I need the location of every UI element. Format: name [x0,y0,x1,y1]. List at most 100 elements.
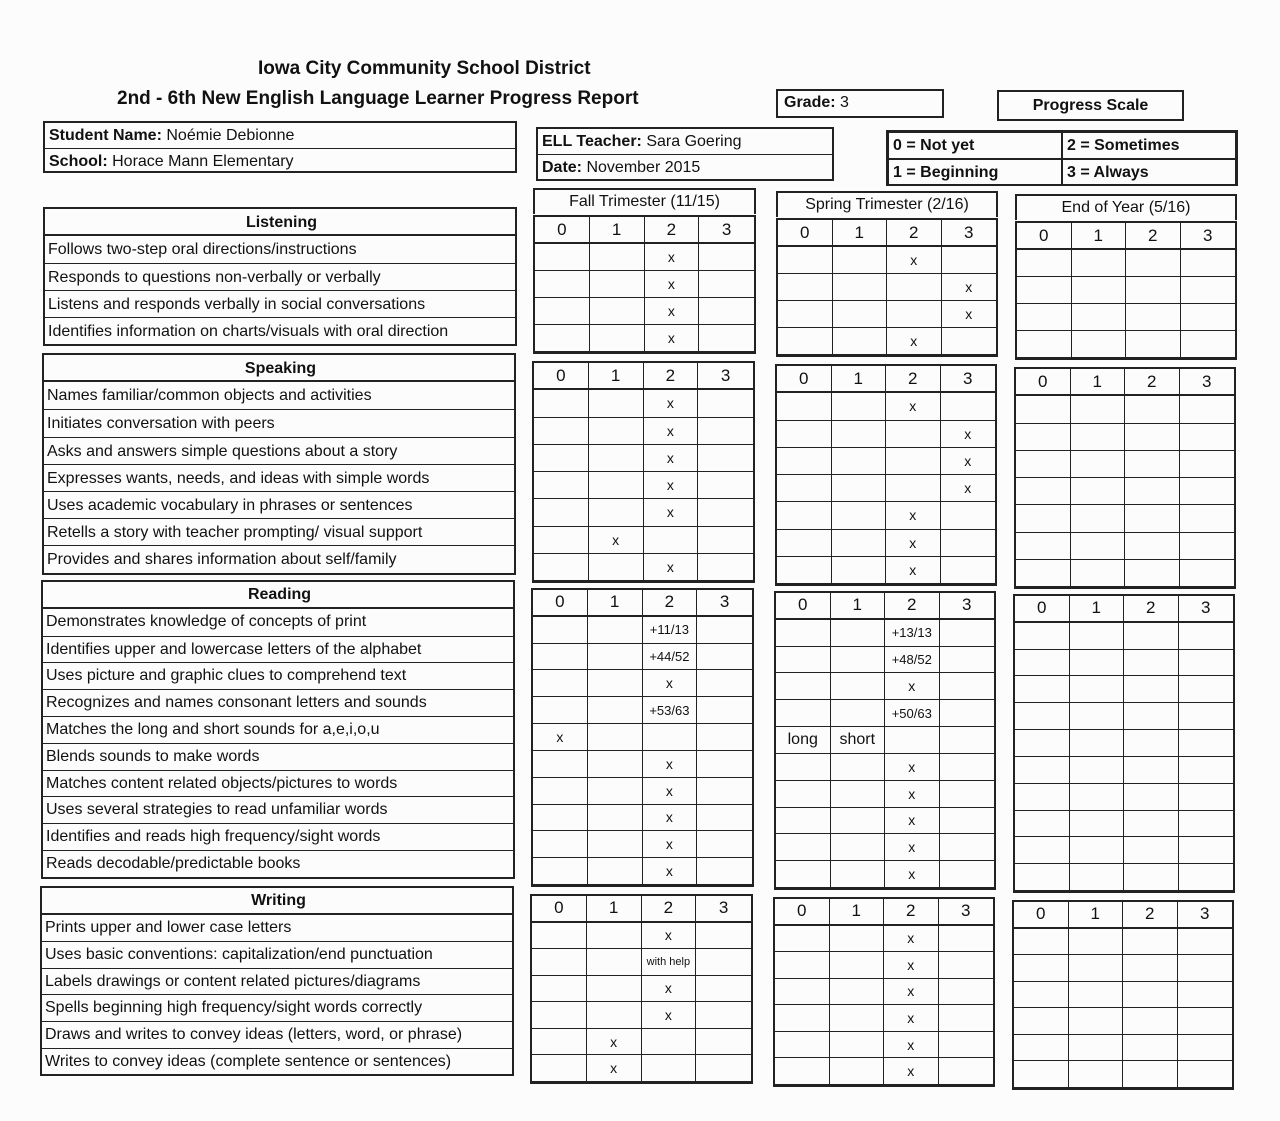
rating-cell [830,807,885,835]
rating-cell [775,1031,830,1059]
rating-mark: x [885,861,940,888]
score-column-header: 3 [1179,369,1234,397]
rating-cell [1123,1034,1178,1062]
rating-cell [886,475,941,503]
rating-cell [1124,649,1179,677]
skill-row: Expresses wants, needs, and ideas with s… [44,463,514,491]
rating-cell [1123,928,1178,956]
rating-cell [939,861,994,888]
section-title: Reading [43,582,513,609]
skill-row: Retells a story with teacher prompting/ … [44,518,514,545]
rating-cell [697,670,752,698]
rating-cell [535,271,590,298]
rating-cell [533,777,588,805]
rating-cell [698,390,753,418]
skill-row: Uses basic conventions: capitalization/e… [42,941,512,968]
rating-cell [589,244,645,271]
rating-cell [1177,982,1232,1009]
rating-cell [1126,304,1181,331]
rating-mark: x [885,807,940,835]
rating-cell [533,643,588,671]
rating-cell [831,447,886,475]
rating-cell [831,529,886,557]
rating-cell [887,301,942,328]
skill-row: Names familiar/common objects and activi… [47,387,372,405]
rating-cell [939,754,994,781]
rating-cell [1068,1061,1123,1088]
rating-cell [698,418,753,445]
rating-mark: x [884,1031,939,1059]
rating-cell [1125,532,1180,560]
score-column-header: 2 [643,363,699,391]
rating-cell [830,834,885,862]
rating-cell [1070,532,1125,560]
rating-cell [940,502,995,530]
rating-cell [1177,955,1232,982]
rating-mark: x [885,753,940,781]
rating-cell [1124,810,1179,838]
rating-mark: short [830,727,885,754]
skill-row: Demonstrates knowledge of concepts of pr… [46,612,367,630]
rating-cell [533,616,588,644]
student-name: Noémie Debionne [166,127,295,144]
rating-cell [588,499,644,527]
rating-cell [696,923,751,950]
rating-cell [589,325,645,352]
rating-cell [1069,703,1124,731]
rating-cell [532,949,587,976]
rating-cell [1177,1035,1232,1062]
rating-cell [533,858,588,885]
rating-cell [938,1005,993,1032]
rating-cell [939,620,994,647]
rating-cell [1180,250,1235,277]
rating-cell [642,724,698,751]
rating-cell [699,325,754,352]
rating-cell [1070,396,1125,424]
rating-cell [1178,784,1233,811]
rating-cell [775,925,830,953]
skill-row: Writes to convey ideas (complete sentenc… [42,1047,512,1075]
rating-cell [1124,703,1179,731]
rating-cell [534,526,589,554]
score-column-header: 0 [1015,596,1070,623]
rating-cell [698,499,753,527]
rating-cell [697,831,752,859]
rating-mark: x [884,1005,939,1032]
scale-item: 2 = Sometimes [1062,132,1236,159]
rating-cell [1179,451,1234,478]
rating-cell [777,393,832,421]
rating-mark: +13/13 [885,619,940,647]
rating-mark: x [586,1055,642,1082]
rating-cell [535,298,590,325]
score-column-header: 0 [533,590,588,617]
rating-cell [1016,505,1071,533]
rating-cell [1126,277,1181,304]
score-column-header: 2 [641,896,697,923]
rating-cell [830,619,885,647]
rating-cell [830,700,885,728]
rating-cell [1015,783,1070,811]
rating-cell [776,619,831,647]
grade-box: Grade: 3 [776,89,944,118]
rating-cell [534,553,589,581]
rating-mark: x [940,421,995,448]
rating-mark: x [642,670,698,698]
score-column-header: 1 [830,593,885,620]
rating-cell [1178,623,1233,650]
rating-cell [1069,837,1124,865]
rating-cell [1126,331,1181,358]
rating-cell [1126,250,1181,277]
rating-cell [1179,396,1234,424]
rating-mark: x [884,952,939,979]
rating-cell [1178,730,1233,757]
rating-mark: x [641,922,697,950]
rating-mark: x [588,526,644,554]
rating-cell [699,298,754,325]
rating-cell [777,502,832,530]
rating-cell [587,858,643,885]
teacher-info: ELL Teacher: Sara Goering Date: November… [536,127,834,181]
rating-cell [535,244,590,271]
rating-cell [776,780,831,808]
